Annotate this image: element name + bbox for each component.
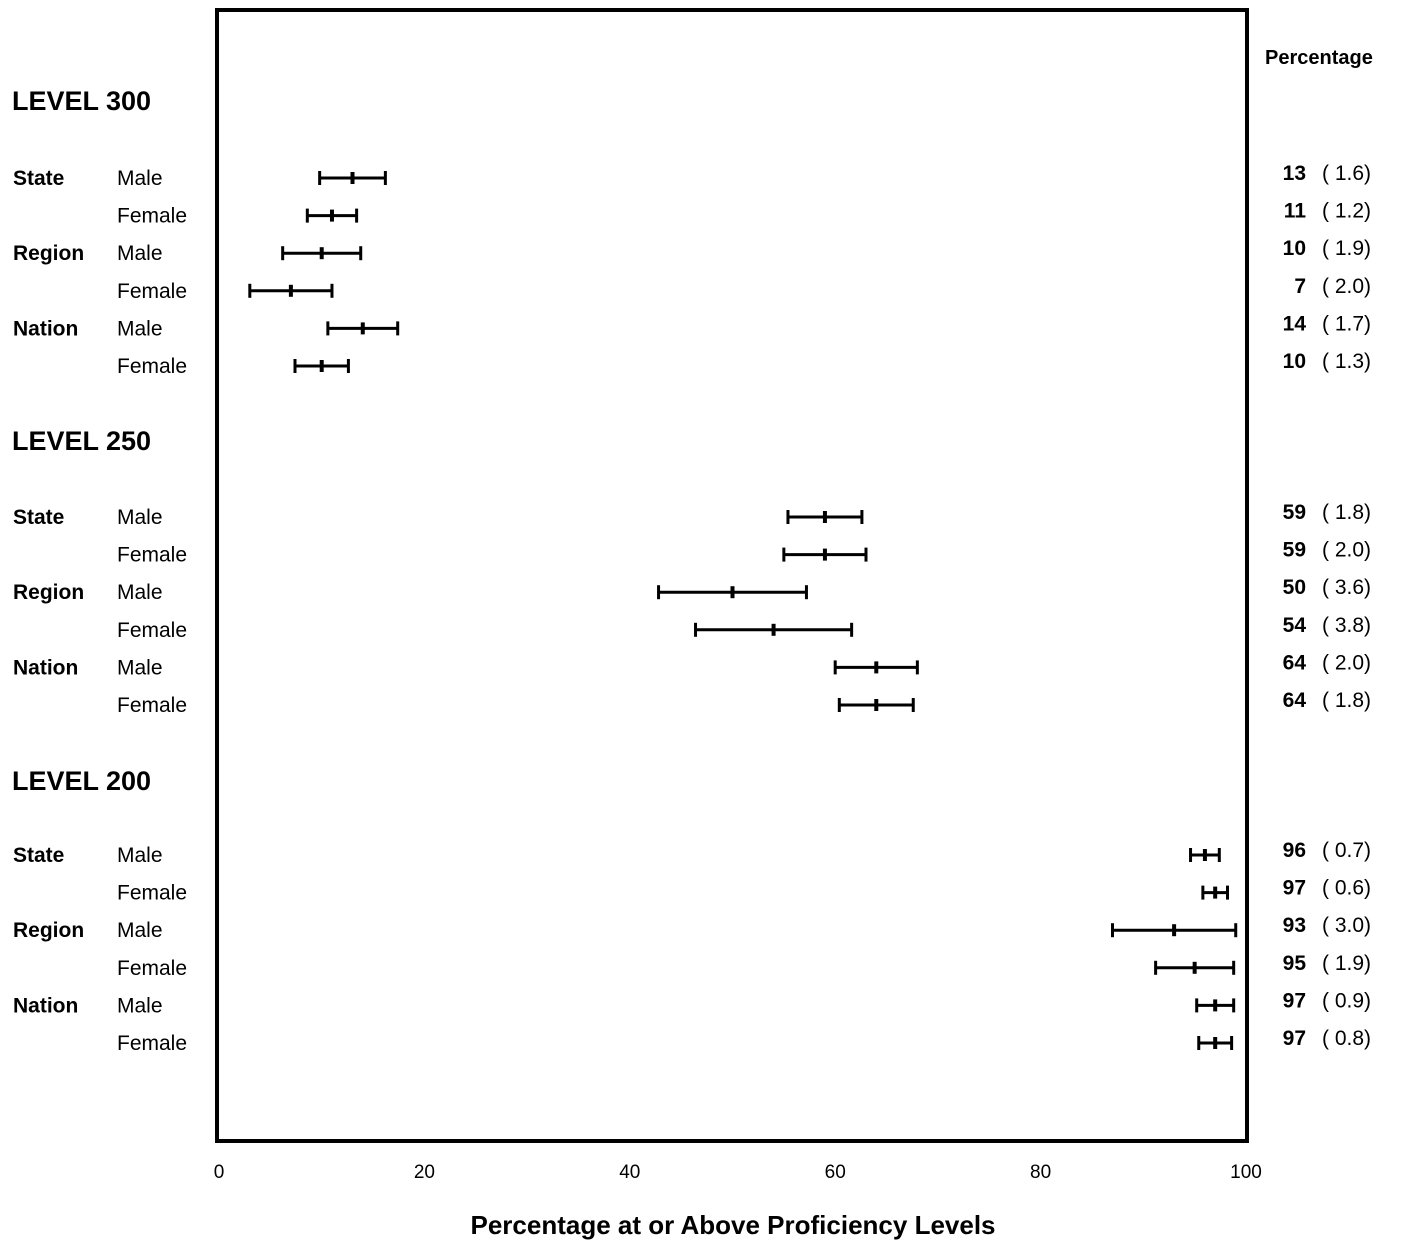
percentage-value: 97: [1283, 989, 1306, 1012]
group-label: State: [13, 506, 64, 529]
subgroup-label: Female: [117, 355, 187, 378]
x-tick-label: 40: [619, 1162, 640, 1183]
level-heading: LEVEL 250: [12, 426, 151, 456]
subgroup-label: Female: [117, 882, 187, 905]
standard-error-value: ( 2.0): [1322, 651, 1371, 674]
standard-error-value: ( 1.8): [1322, 501, 1371, 524]
error-bar: [1110, 923, 1238, 938]
percentage-value: 93: [1283, 914, 1306, 937]
standard-error-value: ( 0.6): [1322, 877, 1371, 900]
standard-error-value: ( 2.0): [1322, 539, 1371, 562]
group-label: State: [13, 844, 64, 867]
standard-error-value: ( 1.9): [1322, 237, 1371, 260]
error-bar: [1201, 885, 1230, 900]
error-bar: [657, 585, 808, 600]
standard-error-value: ( 1.9): [1322, 952, 1371, 975]
standard-error-value: ( 0.7): [1322, 839, 1371, 862]
percentage-value: 97: [1283, 877, 1306, 900]
error-bar: [281, 246, 363, 261]
subgroup-label: Female: [117, 694, 187, 717]
group-label: Region: [13, 919, 84, 942]
error-bar: [248, 283, 334, 298]
standard-error-value: ( 0.8): [1322, 1027, 1371, 1050]
error-bar: [1154, 960, 1236, 975]
standard-error-value: ( 3.6): [1322, 576, 1371, 599]
error-bar: [293, 359, 350, 373]
percentage-value: 95: [1283, 952, 1307, 975]
group-label: State: [13, 167, 64, 190]
subgroup-label: Male: [117, 656, 163, 679]
x-tick-label: 100: [1230, 1162, 1262, 1183]
group-label: Region: [13, 581, 84, 604]
percentage-value: 14: [1283, 312, 1307, 335]
group-label: Nation: [13, 656, 78, 679]
subgroup-label: Female: [117, 205, 187, 228]
error-bar: [326, 321, 400, 336]
error-bar: [1189, 848, 1221, 862]
subgroup-label: Male: [117, 242, 163, 265]
standard-error-value: ( 2.0): [1322, 275, 1371, 298]
subgroup-label: Male: [117, 919, 163, 942]
subgroup-label: Male: [117, 506, 163, 529]
x-tick-label: 20: [414, 1162, 435, 1183]
error-bar: [782, 547, 868, 562]
percentage-value: 7: [1294, 275, 1306, 298]
error-bar: [786, 510, 864, 524]
level-heading: LEVEL 200: [12, 766, 151, 796]
standard-error-value: ( 1.2): [1322, 200, 1371, 223]
percentage-value: 59: [1283, 501, 1306, 524]
value-column-header: Percentage: [1265, 47, 1373, 69]
percentage-value: 11: [1284, 200, 1307, 223]
percentage-value: 59: [1283, 539, 1306, 562]
subgroup-label: Female: [117, 1032, 187, 1055]
standard-error-value: ( 3.8): [1322, 614, 1371, 637]
error-bar: [305, 208, 359, 223]
subgroup-label: Male: [117, 581, 163, 604]
percentage-value: 10: [1283, 237, 1306, 260]
group-label: Region: [13, 242, 84, 265]
subgroup-label: Female: [117, 957, 187, 980]
percentage-value: 97: [1283, 1027, 1306, 1050]
group-label: Nation: [13, 994, 78, 1017]
subgroup-label: Male: [117, 994, 163, 1017]
percentage-value: 96: [1283, 839, 1306, 862]
standard-error-value: ( 1.8): [1322, 689, 1371, 712]
standard-error-value: ( 3.0): [1322, 914, 1371, 937]
subgroup-label: Female: [117, 280, 187, 303]
standard-error-value: ( 0.9): [1322, 989, 1371, 1012]
error-bar: [694, 622, 854, 637]
subgroup-label: Female: [117, 544, 187, 567]
x-tick-label: 60: [825, 1162, 846, 1183]
subgroup-label: Male: [117, 167, 163, 190]
percentage-value: 13: [1283, 162, 1306, 185]
percentage-value: 64: [1283, 689, 1307, 712]
error-bar: [833, 660, 919, 675]
plot-frame: [215, 8, 1249, 1143]
standard-error-value: ( 1.6): [1322, 162, 1371, 185]
x-tick-label: 80: [1030, 1162, 1051, 1183]
error-bar: [1195, 998, 1236, 1013]
error-bar: [1197, 1036, 1234, 1050]
subgroup-label: Male: [117, 317, 163, 340]
subgroup-label: Female: [117, 619, 187, 642]
x-axis-ticks: 0 20 40 60 80 100: [214, 1162, 1262, 1183]
standard-error-value: ( 1.3): [1322, 350, 1371, 373]
subgroup-label: Male: [117, 844, 163, 867]
x-axis-label: Percentage at or Above Proficiency Level…: [470, 1210, 995, 1240]
x-tick-label: 0: [214, 1162, 225, 1183]
percentage-value: 50: [1283, 576, 1306, 599]
level-heading: LEVEL 300: [12, 86, 151, 116]
error-bar: [318, 171, 387, 185]
percentage-value: 10: [1283, 350, 1306, 373]
percentage-value: 54: [1283, 614, 1307, 637]
group-label: Nation: [13, 317, 78, 340]
chart-rows: LEVEL 300 State Male 13 ( 1.6) Female 11 ( 1.2)…: [12, 86, 1371, 1055]
error-bar: [837, 698, 915, 712]
standard-error-value: ( 1.7): [1322, 312, 1371, 335]
percentage-value: 64: [1283, 651, 1307, 674]
